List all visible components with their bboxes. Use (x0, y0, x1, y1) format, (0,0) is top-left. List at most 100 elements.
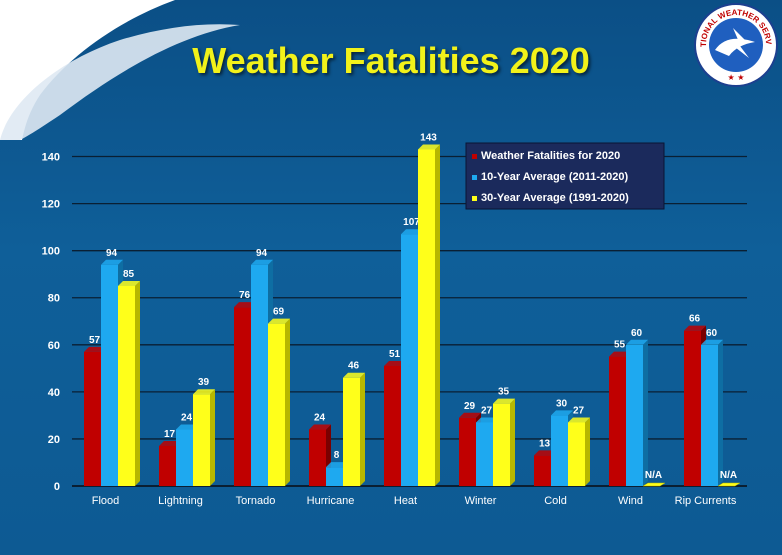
data-label: 27 (481, 405, 493, 416)
legend-swatch (472, 196, 477, 201)
bar (176, 429, 193, 486)
y-tick-label: 60 (48, 340, 60, 352)
data-label: 24 (314, 413, 326, 424)
bar-top (493, 398, 515, 404)
x-tick-label: Lightning (158, 495, 203, 507)
bar-top (343, 372, 365, 378)
y-tick-label: 80 (48, 293, 60, 305)
data-label: 60 (706, 328, 718, 339)
data-label: 8 (334, 450, 340, 461)
data-label: 35 (498, 387, 510, 398)
bar-side (585, 417, 590, 486)
bar-side (135, 280, 140, 486)
data-label: 69 (273, 307, 285, 318)
bar (118, 285, 135, 486)
x-tick-label: Wind (618, 495, 643, 507)
x-tick-label: Cold (544, 495, 567, 507)
data-label: 46 (348, 361, 360, 372)
bar-top (476, 417, 498, 423)
data-label: 30 (556, 398, 568, 409)
x-tick-label: Hurricane (307, 495, 355, 507)
bar-side (285, 318, 290, 486)
bar (626, 344, 643, 486)
bar (159, 445, 176, 486)
bar-side (643, 339, 648, 486)
bar (309, 429, 326, 486)
bar-top (551, 410, 573, 416)
data-label: 27 (573, 405, 585, 416)
bar-top (251, 259, 273, 265)
bar (251, 264, 268, 486)
bar (193, 394, 210, 486)
y-tick-label: 100 (42, 246, 60, 258)
bar (534, 455, 551, 486)
bar (701, 344, 718, 486)
bar (234, 307, 251, 486)
bar-side (210, 389, 215, 486)
bar-top (268, 318, 290, 324)
legend-swatch (472, 154, 477, 159)
bar-top (459, 412, 481, 418)
legend-box (465, 142, 665, 210)
data-label: 85 (123, 269, 135, 280)
data-label: 29 (464, 401, 476, 412)
data-label: 39 (198, 377, 210, 388)
bar-side (360, 372, 365, 486)
data-label: 66 (689, 314, 701, 325)
bar-placeholder (642, 482, 666, 487)
bar-side (435, 144, 440, 486)
bar-side (510, 398, 515, 486)
legend-label: Weather Fatalities for 2020 (481, 150, 620, 162)
bar (551, 415, 568, 486)
bar (384, 365, 401, 486)
legend-label: 30-Year Average (1991-2020) (481, 192, 629, 204)
bar (101, 264, 118, 486)
bar-top (684, 325, 706, 331)
bar (401, 234, 418, 486)
bar-top (234, 302, 256, 308)
y-tick-label: 20 (48, 434, 60, 446)
bar (476, 422, 493, 486)
bar (84, 351, 101, 486)
data-label: 55 (614, 340, 626, 351)
data-label: 51 (389, 349, 401, 360)
chart-title: Weather Fatalities 2020 (192, 40, 590, 81)
x-tick-label: Heat (394, 495, 417, 507)
bar (326, 467, 343, 486)
data-label: 60 (631, 328, 643, 339)
y-tick-label: 0 (54, 481, 60, 493)
data-label: 107 (403, 217, 420, 228)
legend-label: 10-Year Average (2011-2020) (481, 171, 629, 183)
x-tick-label: Rip Currents (675, 495, 737, 507)
bar-top (418, 144, 440, 150)
data-label: N/A (645, 470, 662, 481)
x-tick-label: Winter (465, 495, 497, 507)
bar-top (701, 339, 723, 345)
bar (568, 422, 585, 486)
bar-top (193, 389, 215, 395)
data-label: 143 (420, 132, 437, 143)
bar-top (176, 424, 198, 430)
bar-top (159, 440, 181, 446)
data-label: 13 (539, 438, 551, 449)
bar-placeholder (717, 482, 741, 487)
data-label: 17 (164, 429, 176, 440)
bar-top (84, 346, 106, 352)
bar-top (568, 417, 590, 423)
bar (418, 149, 435, 486)
nws-logo-icon: NATIONAL WEATHER SERVICE ★ ★ (693, 2, 778, 87)
bar (493, 403, 510, 486)
y-tick-label: 140 (42, 152, 60, 164)
bar-top (626, 339, 648, 345)
bar (609, 356, 626, 486)
bar-top (401, 229, 423, 235)
bar-side (718, 339, 723, 486)
bar (268, 323, 285, 486)
bar-top (101, 259, 123, 265)
bar-top (118, 280, 140, 286)
data-label: 94 (256, 248, 268, 259)
x-tick-label: Flood (92, 495, 120, 507)
bar-top (326, 462, 348, 468)
data-label: 76 (239, 290, 251, 301)
